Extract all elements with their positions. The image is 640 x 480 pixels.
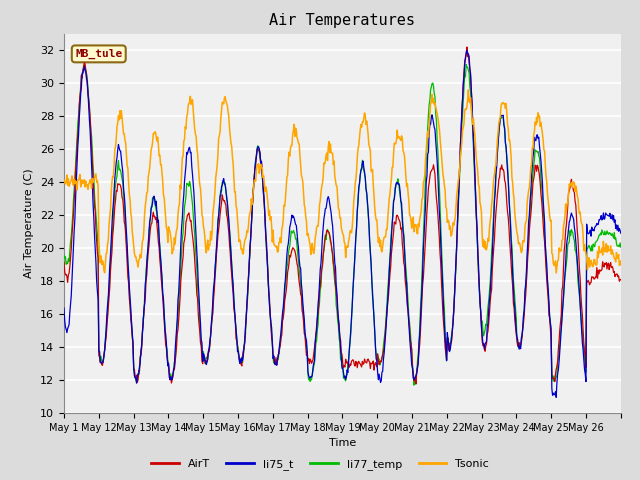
li77_temp [410, 382, 418, 388]
li75_t [125, 284, 133, 290]
Y-axis label: Air Temperature (C): Air Temperature (C) [24, 168, 35, 278]
li77_temp [125, 289, 133, 295]
AirT [432, 185, 440, 191]
li75_t [276, 336, 284, 342]
Tsonic [552, 270, 560, 276]
li77_temp [228, 260, 236, 266]
Line: AirT: AirT [64, 47, 621, 384]
Tsonic [431, 100, 439, 106]
li77_temp [432, 111, 440, 117]
Tsonic [617, 258, 625, 264]
AirT [276, 342, 284, 348]
li75_t [431, 127, 439, 132]
li77_temp [400, 231, 408, 237]
li75_t [60, 305, 68, 311]
AirT [228, 272, 236, 277]
Tsonic [125, 192, 133, 197]
li77_temp [60, 252, 68, 258]
li77_temp [617, 244, 625, 250]
Tsonic [255, 170, 263, 176]
li75_t [617, 230, 625, 236]
Line: Tsonic: Tsonic [64, 90, 621, 273]
Tsonic [400, 150, 408, 156]
li77_temp [276, 340, 284, 346]
Title: Air Temperatures: Air Temperatures [269, 13, 415, 28]
li75_t [255, 146, 263, 152]
Line: li75_t: li75_t [64, 50, 621, 397]
Tsonic [276, 235, 284, 240]
Line: li77_temp: li77_temp [64, 64, 621, 385]
li75_t [400, 233, 408, 239]
li75_t [552, 395, 560, 400]
AirT [617, 277, 625, 283]
li75_t [463, 48, 471, 53]
Text: MB_tule: MB_tule [75, 49, 122, 59]
Tsonic [465, 87, 472, 93]
li77_temp [255, 149, 263, 155]
li77_temp [462, 61, 470, 67]
Tsonic [60, 177, 68, 183]
X-axis label: Time: Time [329, 438, 356, 448]
Tsonic [228, 143, 236, 149]
AirT [463, 44, 471, 50]
li75_t [228, 263, 236, 268]
AirT [412, 381, 420, 387]
Legend: AirT, li75_t, li77_temp, Tsonic: AirT, li75_t, li77_temp, Tsonic [147, 455, 493, 474]
AirT [125, 296, 133, 301]
AirT [255, 147, 263, 153]
AirT [400, 260, 408, 266]
AirT [60, 259, 68, 265]
